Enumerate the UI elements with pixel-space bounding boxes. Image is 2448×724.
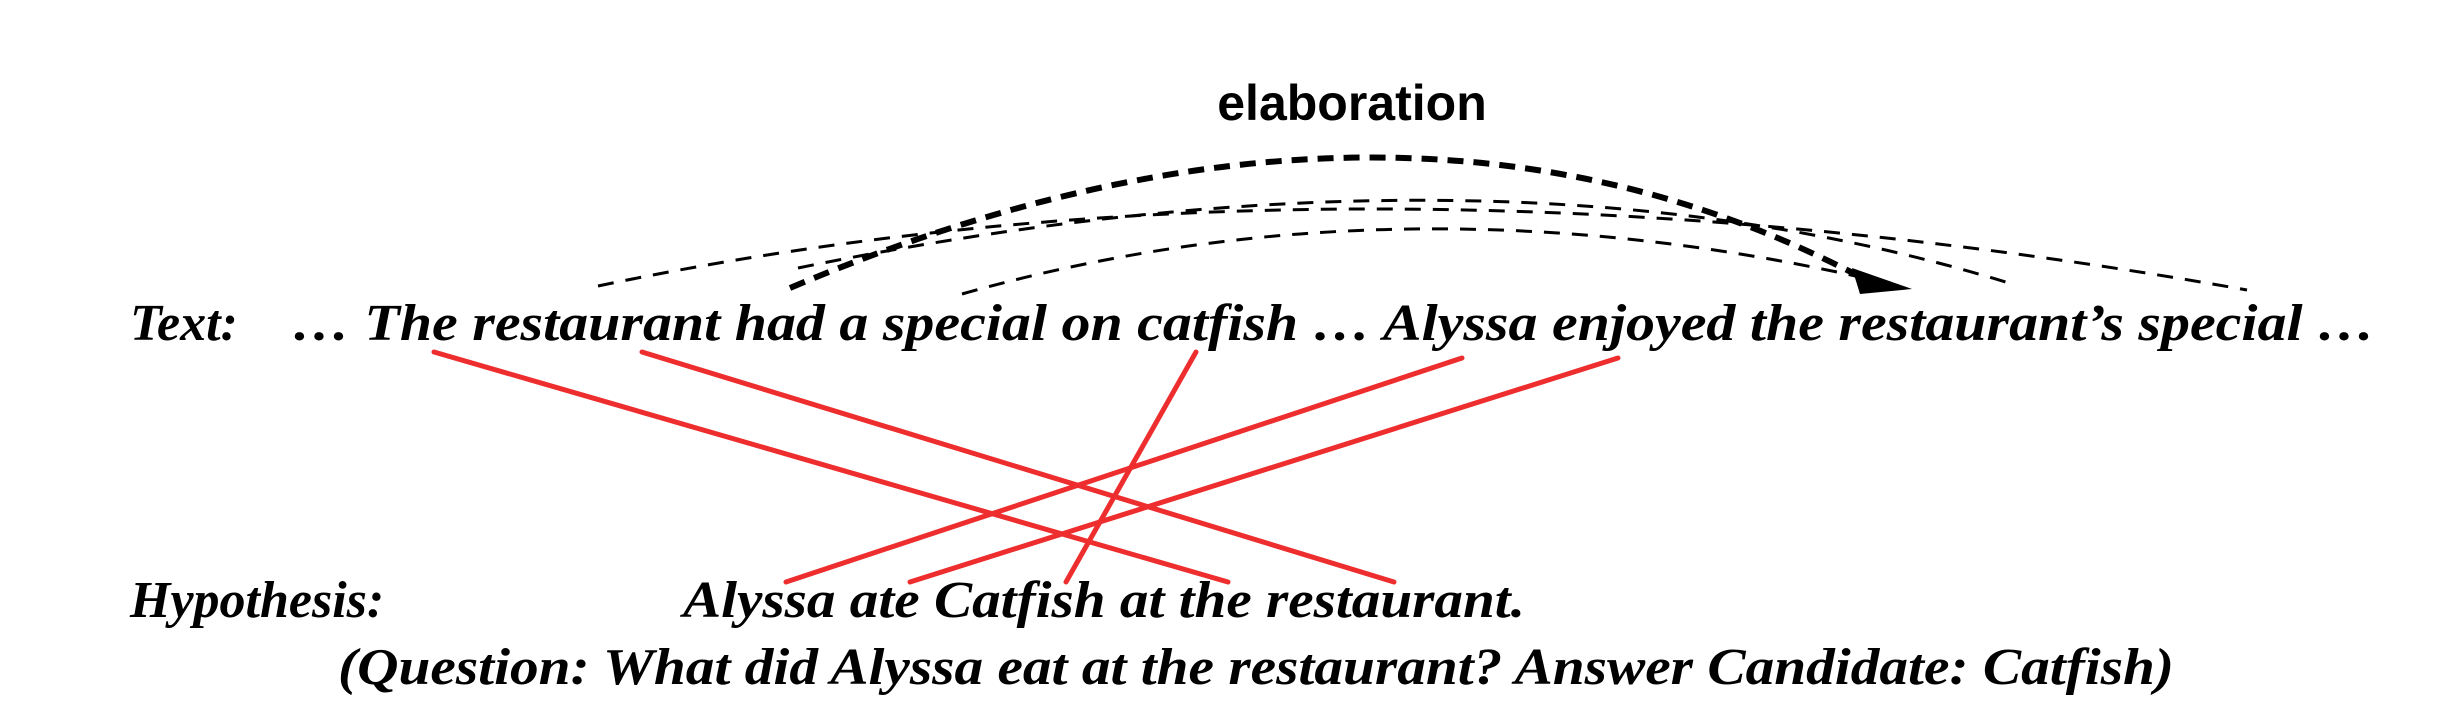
hypothesis-sentence: Alyssa ate Catfish at the restaurant. (680, 572, 1525, 629)
alignment-line-alyssa (783, 355, 1465, 585)
coreference-arc-inner (961, 227, 1883, 296)
coreference-arc-outer (597, 207, 2248, 292)
text-row-label: Text: (130, 295, 238, 352)
elaboration-label: elaboration (1217, 75, 1486, 131)
alignment-line-special (907, 355, 1621, 585)
elaboration-arc (788, 154, 1872, 291)
elaboration-arrowhead (1852, 268, 1912, 294)
hypothesis-row-label: Hypothesis: (129, 572, 384, 629)
text-row-sentence: … The restaurant had a special on catfis… (292, 295, 2375, 352)
alignment-line-restaurant (639, 349, 1397, 585)
coreference-arc-middle (797, 198, 2013, 286)
question-answer-line: (Question: What did Alyssa eat at the re… (338, 639, 2174, 696)
alignment-line-the-restaurant (431, 349, 1231, 585)
